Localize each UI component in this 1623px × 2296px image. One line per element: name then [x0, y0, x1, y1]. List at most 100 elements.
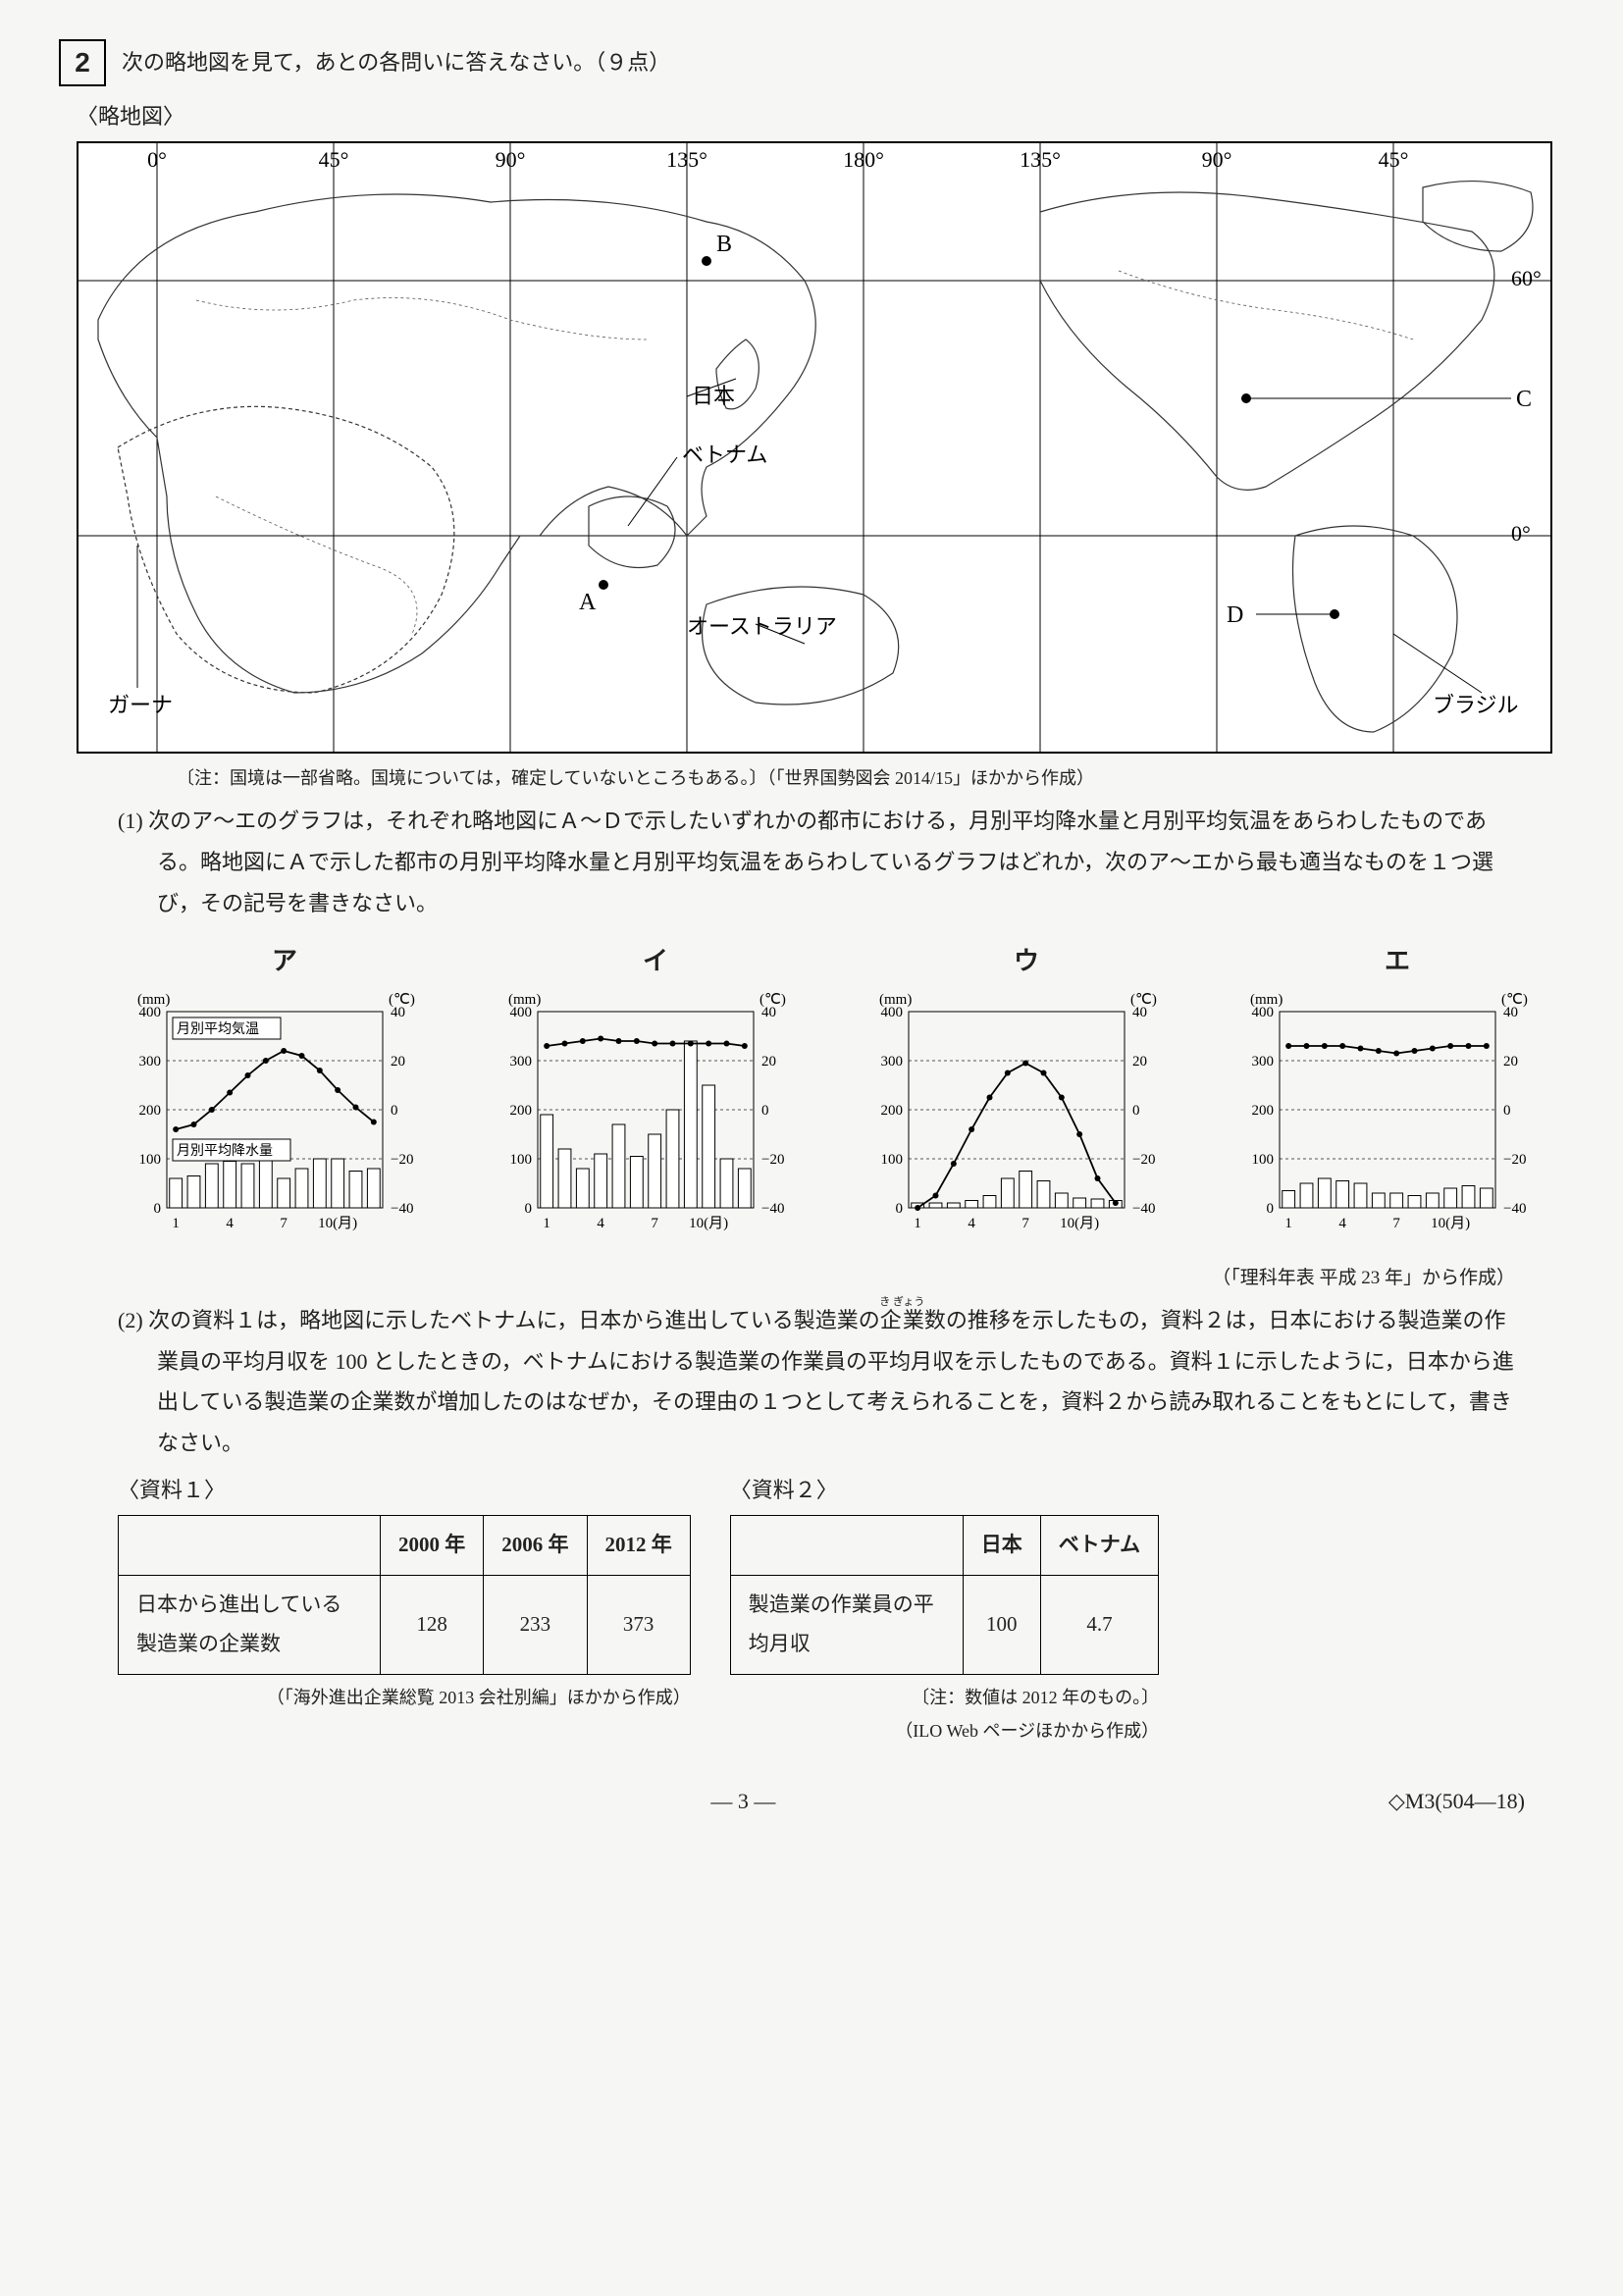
- sub-question-1: (1) 次のア～エのグラフは，それぞれ略地図にＡ～Ｄで示したいずれかの都市におけ…: [157, 801, 1525, 923]
- svg-text:(℃): (℃): [389, 992, 415, 1008]
- materials-row: 〈資料１〉 2000 年 2006 年 2012 年 日本から進出している製造業…: [118, 1470, 1564, 1748]
- svg-text:B: B: [716, 232, 732, 257]
- svg-text:7: 7: [651, 1216, 658, 1231]
- material-2-table: 日本 ベトナム 製造業の作業員の平均月収 100 4.7: [730, 1515, 1159, 1675]
- row-header: 製造業の作業員の平均月収: [730, 1575, 963, 1674]
- svg-text:7: 7: [1021, 1216, 1029, 1231]
- subq1-text: 次のア～エのグラフは，それぞれ略地図にＡ～Ｄで示したいずれかの都市における，月別…: [148, 809, 1493, 915]
- map-footnote: 〔注：国境は一部省略。国境については，確定していないところもある。〕（「世界国勢…: [177, 761, 1564, 795]
- svg-text:1: 1: [543, 1216, 550, 1231]
- material-1-source: （「海外進出企業総覧 2013 会社別編」ほかから作成）: [118, 1681, 691, 1714]
- svg-text:7: 7: [1392, 1216, 1400, 1231]
- table-row: 日本から進出している製造業の企業数 128 233 373: [119, 1575, 691, 1674]
- svg-text:300: 300: [510, 1054, 533, 1070]
- svg-text:10(月): 10(月): [1060, 1216, 1099, 1231]
- svg-text:90°: 90°: [496, 147, 526, 172]
- svg-text:200: 200: [139, 1103, 162, 1119]
- climate-charts-row: ア0100200300400−40−2002040(mm)(℃)14710(月)…: [108, 937, 1564, 1256]
- svg-text:−40: −40: [391, 1201, 413, 1217]
- svg-text:4: 4: [226, 1216, 234, 1231]
- chart-label: エ: [1221, 937, 1574, 985]
- cell: 100: [963, 1575, 1040, 1674]
- material-1-table: 2000 年 2006 年 2012 年 日本から進出している製造業の企業数 1…: [118, 1515, 691, 1675]
- svg-text:−40: −40: [761, 1201, 784, 1217]
- question-header: 2 次の略地図を見て，あとの各問いに答えなさい。（９点）: [59, 39, 1564, 86]
- svg-text:0: 0: [896, 1201, 904, 1217]
- svg-text:20: 20: [391, 1054, 405, 1070]
- material-2: 〈資料２〉 日本 ベトナム 製造業の作業員の平均月収 100 4.7 〔注：数値…: [730, 1470, 1159, 1748]
- col-header: 2000 年: [381, 1515, 484, 1575]
- question-prompt: 次の略地図を見て，あとの各問いに答えなさい。（９点）: [122, 42, 670, 83]
- cell: 128: [381, 1575, 484, 1674]
- svg-text:300: 300: [139, 1054, 162, 1070]
- cell: 233: [484, 1575, 587, 1674]
- svg-text:0: 0: [1132, 1103, 1140, 1119]
- material-2-note: 〔注：数値は 2012 年のもの。〕: [730, 1681, 1159, 1714]
- svg-text:月別平均気温: 月別平均気温: [177, 1021, 259, 1037]
- subq2-number: (2): [118, 1308, 143, 1332]
- svg-text:200: 200: [881, 1103, 904, 1119]
- climate-chart: ウ0100200300400−40−2002040(mm)(℃)14710(月): [850, 937, 1203, 1256]
- climate-chart: イ0100200300400−40−2002040(mm)(℃)14710(月): [479, 937, 832, 1256]
- svg-text:(℃): (℃): [1130, 992, 1157, 1008]
- svg-text:10(月): 10(月): [318, 1216, 357, 1231]
- svg-text:C: C: [1516, 387, 1532, 412]
- page-number: ― 3 ―: [710, 1781, 775, 1822]
- col-header: 2012 年: [587, 1515, 690, 1575]
- svg-text:−40: −40: [1132, 1201, 1155, 1217]
- material-1: 〈資料１〉 2000 年 2006 年 2012 年 日本から進出している製造業…: [118, 1470, 691, 1748]
- svg-text:(℃): (℃): [759, 992, 786, 1008]
- svg-text:0°: 0°: [1511, 521, 1531, 546]
- svg-text:−20: −20: [1503, 1152, 1526, 1168]
- svg-text:0°: 0°: [147, 147, 167, 172]
- svg-text:月別平均降水量: 月別平均降水量: [177, 1143, 273, 1159]
- chart-label: ウ: [850, 937, 1203, 985]
- svg-text:(mm): (mm): [1250, 992, 1283, 1008]
- svg-text:0: 0: [761, 1103, 769, 1119]
- svg-text:200: 200: [510, 1103, 533, 1119]
- svg-text:7: 7: [280, 1216, 288, 1231]
- svg-text:−20: −20: [761, 1152, 784, 1168]
- col-header: 日本: [963, 1515, 1040, 1575]
- col-header: 2006 年: [484, 1515, 587, 1575]
- world-map: 0° 45° 90° 135° 180° 135° 90° 45° 60° 0°: [77, 141, 1552, 754]
- svg-text:100: 100: [881, 1152, 904, 1168]
- row-header: 日本から進出している製造業の企業数: [119, 1575, 381, 1674]
- svg-text:日本: 日本: [692, 384, 735, 408]
- subq2-text: 次の資料１は，略地図に示したベトナムに，日本から進出している製造業の企業き ぎょ…: [148, 1308, 1514, 1455]
- svg-text:135°: 135°: [1020, 147, 1061, 172]
- svg-text:20: 20: [1503, 1054, 1518, 1070]
- svg-text:0: 0: [154, 1201, 162, 1217]
- question-number-box: 2: [59, 39, 106, 86]
- svg-text:(mm): (mm): [137, 992, 170, 1008]
- svg-text:10(月): 10(月): [689, 1216, 728, 1231]
- svg-text:300: 300: [1252, 1054, 1275, 1070]
- svg-text:1: 1: [914, 1216, 921, 1231]
- table-row: 日本 ベトナム: [730, 1515, 1158, 1575]
- svg-text:ガーナ: ガーナ: [108, 693, 173, 717]
- svg-text:0: 0: [525, 1201, 533, 1217]
- svg-text:135°: 135°: [666, 147, 707, 172]
- svg-text:180°: 180°: [843, 147, 884, 172]
- chart-source: （「理科年表 平成 23 年」から作成）: [59, 1261, 1515, 1296]
- svg-text:オーストラリア: オーストラリア: [687, 614, 837, 639]
- svg-text:100: 100: [139, 1152, 162, 1168]
- svg-text:−20: −20: [1132, 1152, 1155, 1168]
- page-footer: ― 3 ― ◇M3(504―18): [59, 1781, 1564, 1822]
- col-header: ベトナム: [1040, 1515, 1158, 1575]
- chart-label: イ: [479, 937, 832, 985]
- table-row: 製造業の作業員の平均月収 100 4.7: [730, 1575, 1158, 1674]
- svg-text:A: A: [579, 590, 597, 615]
- doc-code: ◇M3(504―18): [1388, 1781, 1525, 1822]
- svg-text:(mm): (mm): [508, 992, 541, 1008]
- svg-text:0: 0: [1503, 1103, 1511, 1119]
- table-row: 2000 年 2006 年 2012 年: [119, 1515, 691, 1575]
- svg-text:100: 100: [510, 1152, 533, 1168]
- material-2-source: （ILO Web ページほかから作成）: [730, 1714, 1159, 1748]
- material-2-label: 〈資料２〉: [730, 1470, 1159, 1511]
- svg-text:100: 100: [1252, 1152, 1275, 1168]
- svg-text:20: 20: [1132, 1054, 1147, 1070]
- svg-text:4: 4: [597, 1216, 604, 1231]
- svg-text:10(月): 10(月): [1431, 1216, 1470, 1231]
- svg-text:ベトナム: ベトナム: [682, 443, 767, 467]
